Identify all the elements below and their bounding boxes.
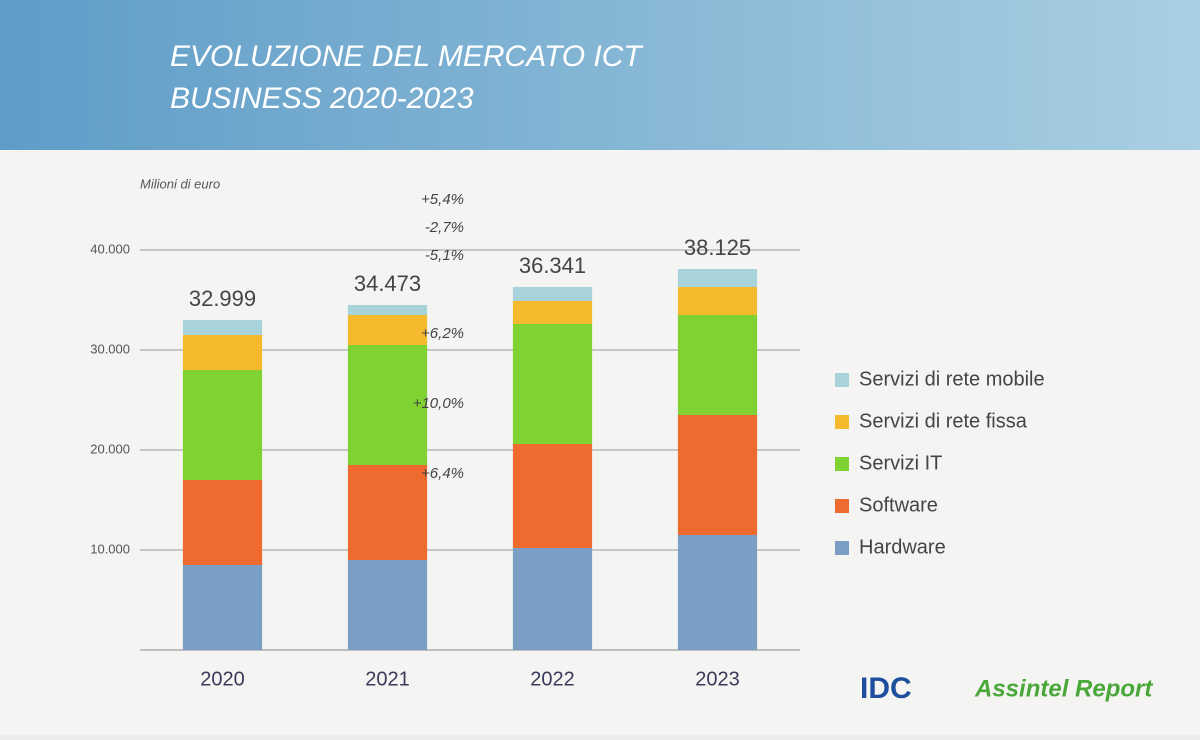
legend-label: Hardware bbox=[859, 536, 946, 558]
title-line: EVOLUZIONE DEL MERCATO ICT bbox=[170, 40, 644, 73]
legend-label: Servizi di rete fissa bbox=[859, 410, 1028, 432]
bar-segment bbox=[182, 335, 263, 370]
y-tick-label: 20.000 bbox=[90, 441, 130, 456]
total-label: 34.473 bbox=[354, 271, 421, 296]
bar-segment bbox=[677, 287, 758, 315]
legend-swatch bbox=[835, 499, 849, 513]
bar-segment bbox=[677, 535, 758, 650]
bar-segment bbox=[347, 315, 428, 345]
bar-segment bbox=[347, 560, 428, 650]
y-axis-label: Milioni di euro bbox=[140, 176, 220, 191]
bar-segment bbox=[677, 415, 758, 535]
growth-label: +6,2% bbox=[421, 325, 464, 342]
bar-segment bbox=[182, 480, 263, 565]
x-tick-label: 2023 bbox=[695, 668, 740, 690]
legend-swatch bbox=[835, 541, 849, 555]
legend-label: Software bbox=[859, 494, 938, 516]
bar-segment bbox=[182, 370, 263, 480]
growth-label: +10,0% bbox=[413, 395, 464, 412]
title-line: BUSINESS 2020-2023 bbox=[170, 82, 474, 115]
bar-segment bbox=[512, 301, 593, 324]
y-tick-label: 10.000 bbox=[90, 541, 130, 556]
growth-label: -2,7% bbox=[425, 219, 464, 236]
growth-label: +5,4% bbox=[421, 191, 464, 208]
y-tick-label: 40.000 bbox=[90, 241, 130, 256]
bar-segment bbox=[512, 287, 593, 301]
bar-segment bbox=[512, 548, 593, 650]
legend-swatch bbox=[835, 415, 849, 429]
bar-segment bbox=[347, 305, 428, 315]
legend-swatch bbox=[835, 457, 849, 471]
total-label: 38.125 bbox=[684, 235, 751, 260]
bar-segment bbox=[347, 465, 428, 560]
growth-label: -5,1% bbox=[425, 247, 464, 264]
bar-segment bbox=[677, 315, 758, 415]
header-band bbox=[0, 0, 1200, 150]
bar-segment bbox=[182, 565, 263, 650]
x-tick-label: 2020 bbox=[200, 668, 245, 690]
bar-segment bbox=[512, 324, 593, 444]
x-tick-label: 2021 bbox=[365, 668, 410, 690]
bar-segment bbox=[512, 444, 593, 548]
bar-segment bbox=[347, 345, 428, 465]
legend-label: Servizi IT bbox=[859, 452, 942, 474]
legend-swatch bbox=[835, 373, 849, 387]
total-label: 36.341 bbox=[519, 253, 586, 278]
logo: IDC bbox=[860, 672, 912, 705]
bar-segment bbox=[182, 320, 263, 335]
total-label: 32.999 bbox=[189, 286, 256, 311]
y-tick-label: 30.000 bbox=[90, 341, 130, 356]
bar-segment bbox=[677, 269, 758, 287]
logo: Assintel Report bbox=[974, 675, 1153, 702]
growth-label: +6,4% bbox=[421, 465, 464, 482]
legend-label: Servizi di rete mobile bbox=[859, 368, 1045, 390]
x-tick-label: 2022 bbox=[530, 668, 575, 690]
